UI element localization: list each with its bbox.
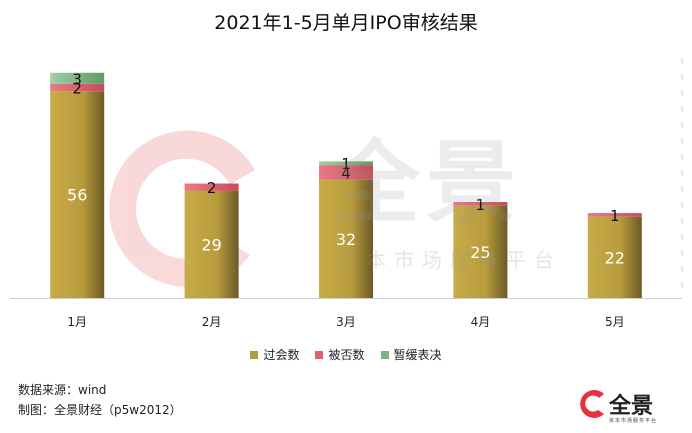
- chart-legend: 过会数 被否数 暂缓表决: [0, 346, 692, 363]
- data-label-rejected: 2: [72, 80, 82, 98]
- data-label-passed: 32: [336, 230, 356, 249]
- bar-passed: [319, 179, 373, 298]
- bar-deferred: [319, 161, 373, 166]
- chart-title: 2021年1-5月单月IPO审核结果: [214, 12, 478, 34]
- data-label-passed: 29: [201, 235, 221, 254]
- bar-passed: [453, 205, 508, 298]
- x-tick-label: 1月: [67, 315, 87, 329]
- data-label-deferred: 3: [72, 70, 82, 88]
- bar-rejected: [319, 165, 373, 180]
- data-label-passed: 56: [67, 186, 87, 205]
- brand-logo-icon: [580, 390, 604, 418]
- legend-swatch-rejected: [315, 350, 324, 359]
- data-label-passed: 25: [470, 243, 490, 262]
- chart-credit-note: 制图：全景财经（p5w2012）: [18, 403, 182, 417]
- data-label-deferred: 1: [341, 155, 351, 173]
- legend-item-rejected: 被否数: [315, 346, 365, 363]
- bar-rejected: [184, 183, 239, 191]
- data-label-passed: 22: [605, 248, 625, 267]
- x-tick-label: 3月: [336, 315, 356, 329]
- legend-label-passed: 过会数: [263, 348, 300, 362]
- data-source-note: 数据来源：wind: [18, 383, 107, 397]
- legend-label-deferred: 暂缓表决: [393, 348, 442, 362]
- x-tick-label: 4月: [471, 315, 491, 329]
- legend-label-rejected: 被否数: [328, 348, 365, 362]
- bar-rejected: [50, 83, 105, 92]
- data-label-rejected: 1: [476, 196, 486, 214]
- data-label-rejected: 1: [610, 207, 620, 225]
- bar-rejected: [453, 202, 508, 206]
- x-tick-label: 2月: [202, 315, 222, 329]
- bar-passed: [587, 216, 642, 298]
- bar-deferred: [50, 72, 105, 84]
- x-tick-label: 5月: [605, 315, 625, 329]
- legend-item-deferred: 暂缓表决: [380, 346, 442, 363]
- legend-item-passed: 过会数: [250, 346, 299, 363]
- bar-passed: [184, 190, 239, 298]
- bar-passed: [50, 91, 105, 298]
- legend-swatch-deferred: [380, 350, 389, 359]
- brand-logo-subtext: 资本市场服务平台: [609, 418, 658, 424]
- legend-swatch-passed: [250, 350, 259, 359]
- bar-rejected: [587, 213, 642, 217]
- brand-logo-text: 全景: [609, 394, 654, 419]
- data-label-rejected: 4: [341, 164, 351, 182]
- data-label-rejected: 2: [207, 179, 217, 197]
